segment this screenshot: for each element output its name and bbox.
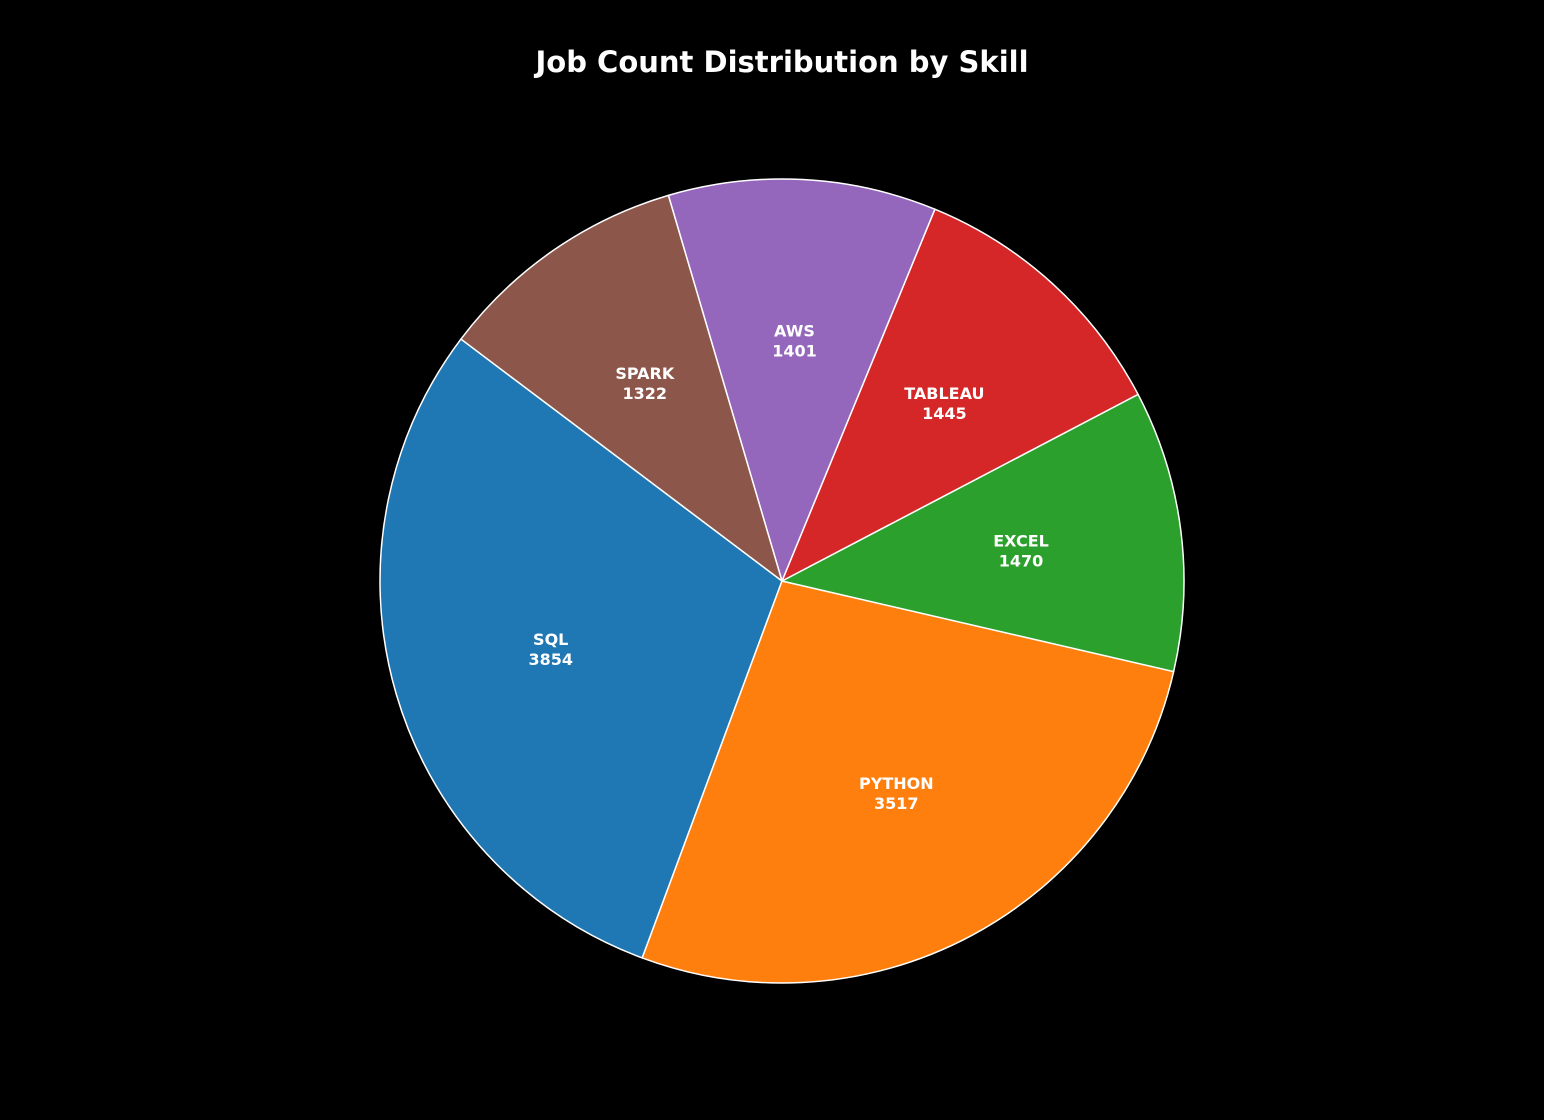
slice-label-tableau: TABLEAU 1445 (904, 384, 984, 423)
pie-slice-python (641, 580, 1175, 984)
pie-slices (379, 178, 1185, 984)
pie-slice-aws (667, 178, 936, 582)
pie-slice-sql (379, 338, 783, 959)
slice-label-name: PYTHON (859, 774, 934, 793)
slice-label-python: PYTHON 3517 (859, 774, 934, 813)
slice-label-spark: SPARK 1322 (615, 364, 674, 403)
slice-label-value: 1322 (623, 384, 668, 403)
slice-label-value: 3854 (528, 650, 573, 669)
pie-labels: SQL 3854 PYTHON 3517 EXCEL 1470 TABLEAU 1445 AWS… (528, 321, 1048, 813)
slice-label-name: EXCEL (993, 531, 1049, 550)
slice-label-value: 1470 (999, 551, 1044, 570)
slice-label-excel: EXCEL 1470 (993, 531, 1049, 570)
slice-label-name: AWS (774, 321, 815, 340)
slice-label-name: SQL (533, 630, 568, 649)
slice-label-value: 3517 (874, 794, 919, 813)
slice-label-sql: SQL 3854 (528, 630, 573, 669)
pie-slice-excel (781, 393, 1185, 673)
chart-title: Job Count Distribution by Skill (535, 45, 1029, 79)
pie-slice-spark (460, 194, 783, 582)
slice-label-aws: AWS 1401 (772, 321, 817, 360)
slice-label-name: SPARK (615, 364, 674, 383)
pie-slice-tableau (781, 208, 1139, 582)
slice-label-value: 1401 (772, 341, 817, 360)
slice-label-name: TABLEAU (904, 384, 984, 403)
slice-label-value: 1445 (922, 404, 967, 423)
